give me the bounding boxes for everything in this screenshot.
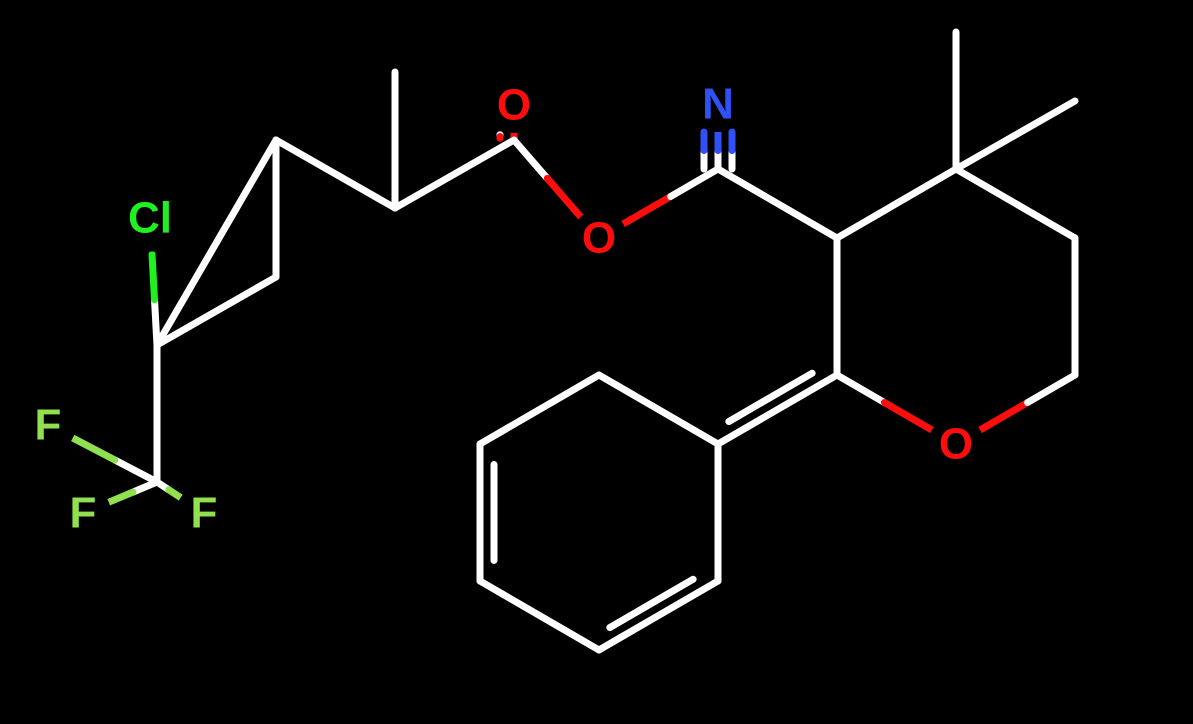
atom-label-o: O bbox=[582, 214, 616, 263]
atom-label-f: F bbox=[191, 489, 218, 538]
atom-label-f: F bbox=[70, 489, 97, 538]
atom-label-n: N bbox=[702, 80, 734, 129]
bonds-layer bbox=[73, 32, 1075, 650]
atom-label-cl: Cl bbox=[128, 194, 172, 243]
atom-label-o: O bbox=[497, 81, 531, 130]
atom-label-f: F bbox=[35, 401, 62, 450]
chemical-structure-diagram: OONOClFFF bbox=[0, 0, 1193, 724]
atom-label-o: O bbox=[939, 420, 973, 469]
